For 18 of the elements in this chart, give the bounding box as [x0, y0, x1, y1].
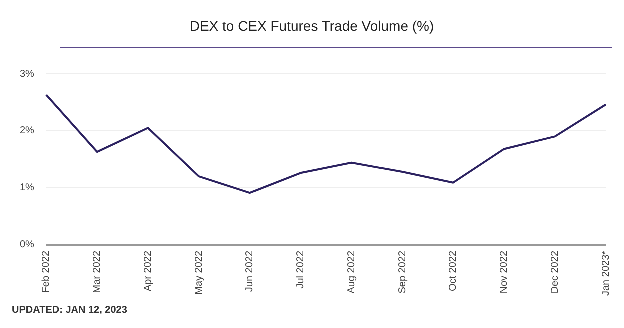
x-tick-label: Feb 2022 — [41, 250, 52, 294]
x-tick-label: Jul 2022 — [296, 250, 307, 289]
x-tick-label: Dec 2022 — [550, 250, 561, 294]
x-tick-label: Oct 2022 — [448, 250, 460, 292]
y-tick-label: 3% — [20, 68, 35, 80]
x-tick-label: Sep 2022 — [397, 250, 408, 294]
x-tick-label: May 2022 — [194, 250, 205, 295]
x-tick-label: Apr 2022 — [142, 250, 154, 292]
text: UPDATED: JAN 12, 2023 — [12, 305, 128, 316]
y-tick-label: 1% — [20, 182, 35, 194]
y-tick-label: 2% — [20, 126, 35, 137]
x-tick-label: Mar 2022 — [92, 250, 104, 294]
x-tick-label: Nov 2022 — [499, 250, 510, 294]
x-tick-label: Jan 2023* — [600, 250, 612, 296]
x-tick-label: Aug 2022 — [346, 250, 358, 294]
y-tick-label: 0% — [20, 240, 35, 251]
chart-title: DEX to CEX Futures Trade Volume (%) — [188, 18, 436, 34]
x-tick-label: Jun 2022 — [244, 250, 256, 292]
